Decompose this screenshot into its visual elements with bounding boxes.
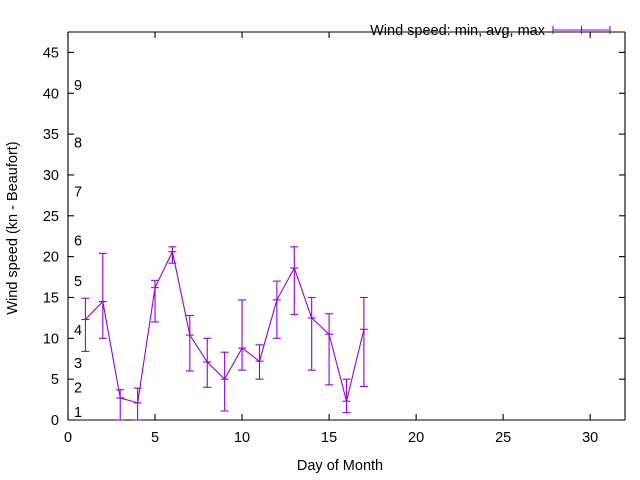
x-tick-label: 0 <box>64 430 72 446</box>
y-axis-title: Wind speed (kn - Beaufort) <box>5 141 21 314</box>
y-tick-label: 35 <box>43 127 59 143</box>
error-bar <box>81 297 90 352</box>
error-bar <box>98 252 107 339</box>
error-bar <box>133 387 142 421</box>
beaufort-label: 1 <box>74 405 82 421</box>
beaufort-label: 7 <box>74 184 82 200</box>
beaufort-label: 8 <box>74 135 82 151</box>
error-bar <box>238 299 247 371</box>
error-bar <box>220 351 229 412</box>
beaufort-label: 9 <box>74 78 82 94</box>
beaufort-label: 6 <box>74 233 82 249</box>
x-axis-title: Day of Month <box>297 458 383 474</box>
beaufort-label: 3 <box>74 356 82 372</box>
x-axis-ticks: 0 5 10 15 20 25 30 <box>64 32 598 446</box>
y-tick-label: 40 <box>43 86 59 102</box>
error-bar <box>307 296 316 371</box>
error-bar <box>272 280 281 339</box>
error-bar <box>342 378 351 414</box>
y-tick-label: 45 <box>43 45 59 61</box>
x-tick-label: 5 <box>151 430 159 446</box>
plot-frame <box>67 31 626 421</box>
error-bar <box>255 344 264 380</box>
error-bar <box>151 279 160 323</box>
y-tick-label: 5 <box>51 372 59 388</box>
error-bar <box>325 313 334 386</box>
beaufort-label: 5 <box>74 274 82 290</box>
error-bar <box>116 389 125 421</box>
legend: Wind speed: min, avg, max <box>370 23 611 39</box>
x-tick-label: 10 <box>234 430 250 446</box>
beaufort-scale-labels: 1 2 3 4 5 6 7 8 9 <box>74 78 82 421</box>
beaufort-label: 2 <box>74 380 82 396</box>
legend-sample-errorbar <box>552 26 611 34</box>
x-tick-label: 20 <box>408 430 424 446</box>
x-tick-label: 15 <box>321 430 337 446</box>
beaufort-label: 4 <box>74 323 82 339</box>
error-bar <box>203 337 212 388</box>
error-bar <box>290 246 299 316</box>
data-series-wind-speed <box>81 246 368 421</box>
y-tick-label: 25 <box>43 209 59 225</box>
error-bar <box>168 246 177 264</box>
y-tick-label: 30 <box>43 168 59 184</box>
error-bar <box>359 296 368 388</box>
y-tick-label: 15 <box>43 290 59 306</box>
y-tick-label: 0 <box>51 413 59 429</box>
legend-label: Wind speed: min, avg, max <box>370 23 546 39</box>
x-tick-label: 30 <box>582 430 598 446</box>
y-tick-label: 10 <box>43 331 59 347</box>
error-bar <box>185 314 194 372</box>
x-tick-label: 25 <box>495 430 511 446</box>
y-tick-label: 20 <box>43 250 59 266</box>
